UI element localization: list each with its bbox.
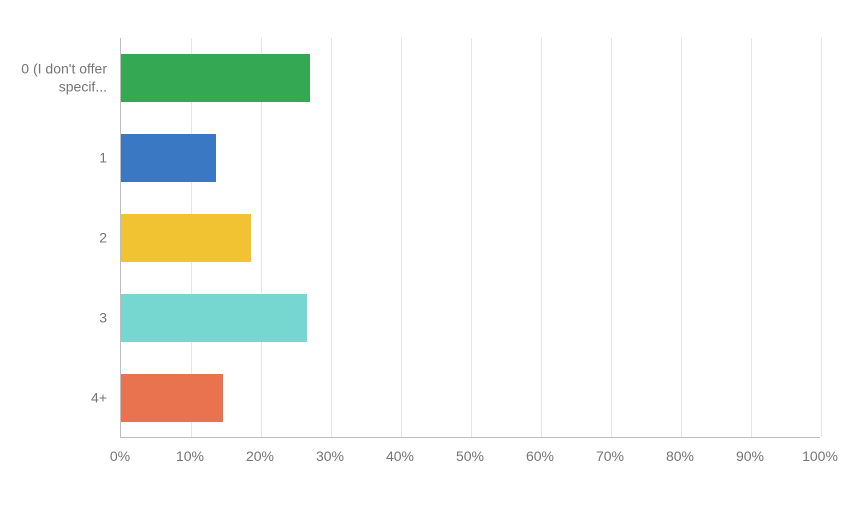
y-tick-label: 0 (I don't offer specif...	[0, 61, 107, 96]
bar	[121, 134, 216, 182]
x-tick-label: 100%	[802, 448, 838, 464]
y-tick-label: 1	[0, 149, 107, 167]
grid-line	[331, 38, 332, 437]
bar	[121, 294, 307, 342]
x-axis-labels: 0%10%20%30%40%50%60%70%80%90%100%	[120, 448, 820, 478]
plot-area	[120, 38, 820, 438]
grid-line	[821, 38, 822, 437]
horizontal-bar-chart: 0 (I don't offer specif... 1 2 3 4+ 0% 10% 20%…	[0, 0, 856, 506]
y-tick-label: 3	[0, 309, 107, 327]
grid-line	[611, 38, 612, 437]
x-tick-label: 20%	[246, 448, 274, 464]
y-tick-label: 4+	[0, 389, 107, 407]
grid-line	[401, 38, 402, 437]
grid-line	[681, 38, 682, 437]
x-tick-label: 30%	[316, 448, 344, 464]
x-tick-label: 40%	[386, 448, 414, 464]
bar	[121, 54, 310, 102]
y-axis-labels: 0 (I don't offer specif... 1 2 3 4+	[0, 38, 115, 438]
bar	[121, 214, 251, 262]
x-tick-label: 90%	[736, 448, 764, 464]
grid-line	[751, 38, 752, 437]
y-tick-label: 2	[0, 229, 107, 247]
x-tick-label: 70%	[596, 448, 624, 464]
grid-line	[541, 38, 542, 437]
bar	[121, 374, 223, 422]
x-tick-label: 50%	[456, 448, 484, 464]
x-tick-label: 0%	[110, 448, 130, 464]
x-tick-label: 80%	[666, 448, 694, 464]
grid-line	[471, 38, 472, 437]
x-tick-label: 60%	[526, 448, 554, 464]
x-tick-label: 10%	[176, 448, 204, 464]
